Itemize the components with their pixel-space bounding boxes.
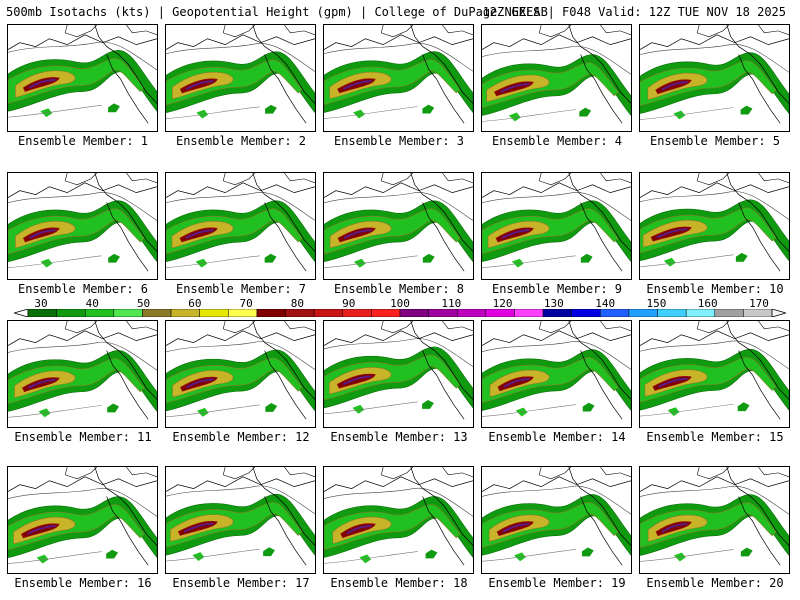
colorbar-swatch — [27, 309, 57, 317]
ensemble-member-map — [481, 466, 632, 574]
colorbar-swatch — [600, 309, 630, 317]
ensemble-member-label: Ensemble Member: 7 — [175, 282, 307, 296]
colorbar-swatch — [485, 309, 515, 317]
colorbar-swatch — [170, 309, 200, 317]
colorbar-swatch — [542, 309, 572, 317]
ensemble-member-map — [7, 172, 158, 280]
ensemble-member-map — [165, 172, 316, 280]
colorbar-swatch — [285, 309, 315, 317]
colorbar-right-arrow — [771, 309, 786, 317]
ensemble-member-label: Ensemble Member: 19 — [488, 576, 626, 590]
ensemble-member-map — [165, 466, 316, 574]
ensemble-member-label: Ensemble Member: 10 — [646, 282, 784, 296]
colorbar-tick-label: 80 — [290, 297, 305, 310]
ensemble-member-label: Ensemble Member: 15 — [646, 430, 784, 444]
colorbar-tick-label: 140 — [595, 297, 616, 310]
colorbar-swatch — [743, 309, 773, 317]
colorbar-tick-label: 100 — [390, 297, 410, 310]
colorbar-swatch — [142, 309, 172, 317]
ensemble-member-label: Ensemble Member: 18 — [330, 576, 468, 590]
ensemble-member-label: Ensemble Member: 2 — [175, 134, 307, 148]
colorbar-swatch — [628, 309, 658, 317]
ensemble-member-map — [7, 466, 158, 574]
ensemble-member-label: Ensemble Member: 17 — [172, 576, 310, 590]
colorbar-swatch — [113, 309, 143, 317]
colorbar-tick-label: 130 — [543, 297, 564, 310]
ensemble-member-map — [7, 320, 158, 428]
colorbar-tick-label: 170 — [749, 297, 769, 310]
ensemble-member-label: Ensemble Member: 14 — [488, 430, 626, 444]
ensemble-member-label: Ensemble Member: 11 — [14, 430, 152, 444]
colorbar-swatch — [456, 309, 487, 317]
ensemble-member-map — [7, 24, 158, 132]
colorbar-tick-label: 110 — [441, 297, 462, 310]
ensemble-member-label: Ensemble Member: 3 — [333, 134, 465, 148]
ensemble-member-map — [639, 320, 790, 428]
ensemble-member-label: Ensemble Member: 9 — [491, 282, 623, 296]
ensemble-member-map — [165, 320, 316, 428]
ensemble-member-label: Ensemble Member: 20 — [646, 576, 784, 590]
colorbar-tick-label: 40 — [85, 297, 99, 310]
colorbar-tick-label: 150 — [646, 297, 667, 310]
colorbar-swatch — [428, 309, 458, 317]
isotach-colorbar — [14, 309, 786, 317]
colorbar-tick-label: 160 — [697, 297, 718, 310]
ensemble-member-label: Ensemble Member: 4 — [491, 134, 623, 148]
colorbar-swatch — [657, 309, 687, 317]
ensemble-member-map — [323, 24, 474, 132]
ensemble-member-label: Ensemble Member: 12 — [172, 430, 310, 444]
colorbar-tick-label: 30 — [34, 297, 48, 310]
colorbar-tick-label: 120 — [492, 297, 513, 310]
ensemble-member-label: Ensemble Member: 1 — [17, 134, 149, 148]
ensemble-member-map — [639, 466, 790, 574]
colorbar-swatch — [399, 309, 429, 317]
ensemble-member-map — [323, 172, 474, 280]
ensemble-member-label: Ensemble Member: 16 — [14, 576, 152, 590]
ensemble-member-label: Ensemble Member: 5 — [649, 134, 781, 148]
colorbar-left-arrow — [14, 309, 29, 317]
colorbar-swatch — [84, 309, 115, 317]
colorbar-swatch — [371, 309, 401, 317]
colorbar-swatch — [228, 309, 258, 317]
colorbar-swatch — [199, 309, 229, 317]
run-valid-time: 12Z GEFS | F048 Valid: 12Z TUE NOV 18 20… — [482, 5, 786, 19]
ensemble-member-map — [639, 24, 790, 132]
colorbar-swatch — [571, 309, 601, 317]
colorbar-tick-label: 50 — [136, 297, 151, 310]
ensemble-member-map — [323, 466, 474, 574]
colorbar-swatch — [714, 309, 744, 317]
colorbar-swatch — [514, 309, 544, 317]
ensemble-member-map — [481, 24, 632, 132]
colorbar-swatch — [342, 309, 372, 317]
ensemble-member-label: Ensemble Member: 6 — [17, 282, 149, 296]
colorbar-tick-label: 60 — [188, 297, 202, 310]
colorbar-swatch — [256, 309, 286, 317]
colorbar-tick-label: 70 — [239, 297, 253, 310]
ensemble-member-map — [323, 320, 474, 428]
ensemble-member-label: Ensemble Member: 8 — [333, 282, 465, 296]
product-title: 500mb Isotachs (kts) | Geopotential Heig… — [6, 5, 548, 19]
colorbar-swatch — [313, 309, 344, 317]
ensemble-member-map — [481, 320, 632, 428]
ensemble-member-map — [639, 172, 790, 280]
colorbar-swatch — [685, 309, 716, 317]
ensemble-member-map — [481, 172, 632, 280]
colorbar-swatch — [56, 309, 86, 317]
ensemble-member-label: Ensemble Member: 13 — [330, 430, 468, 444]
ensemble-member-map — [165, 24, 316, 132]
colorbar-tick-label: 90 — [342, 297, 356, 310]
